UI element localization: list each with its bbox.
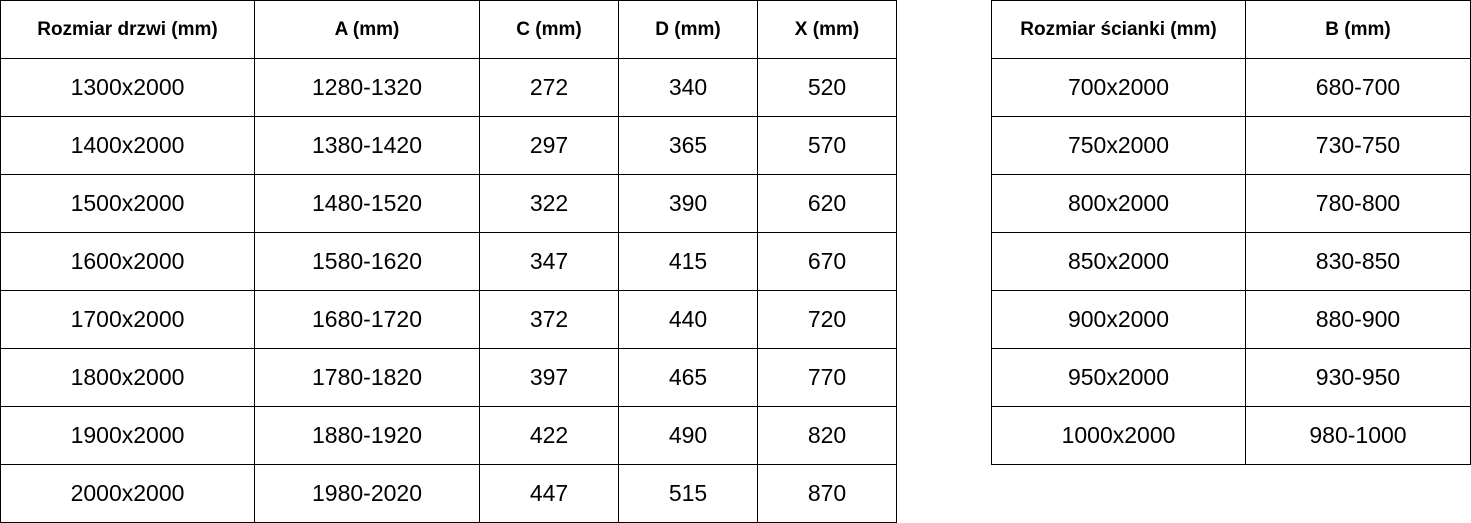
table-cell: 1800x2000 [0, 348, 255, 407]
table-cell: 340 [618, 58, 758, 117]
table-cell: 1480-1520 [254, 174, 480, 233]
table-row: 1800x2000 1780-1820 397 465 770 [0, 348, 897, 407]
table-cell: 2000x2000 [0, 464, 255, 523]
table-cell: 1880-1920 [254, 406, 480, 465]
table-row: 1600x2000 1580-1620 347 415 670 [0, 232, 897, 291]
table-header-row: Rozmiar ścianki (mm) B (mm) [991, 0, 1471, 59]
table-cell: 720 [757, 290, 897, 349]
table-cell: 850x2000 [991, 232, 1246, 291]
table-cell: 950x2000 [991, 348, 1246, 407]
column-header: Rozmiar ścianki (mm) [991, 0, 1246, 59]
table-cell: 780-800 [1245, 174, 1471, 233]
wall-size-table: Rozmiar ścianki (mm) B (mm) 700x2000 680-7… [991, 0, 1471, 465]
table-cell: 490 [618, 406, 758, 465]
table-row: 750x2000 730-750 [991, 116, 1471, 175]
table-cell: 397 [479, 348, 619, 407]
table-cell: 1380-1420 [254, 116, 480, 175]
column-header: B (mm) [1245, 0, 1471, 59]
table-cell: 1600x2000 [0, 232, 255, 291]
table-row: 1500x2000 1480-1520 322 390 620 [0, 174, 897, 233]
table-cell: 1700x2000 [0, 290, 255, 349]
table-cell: 800x2000 [991, 174, 1246, 233]
table-cell: 770 [757, 348, 897, 407]
table-cell: 322 [479, 174, 619, 233]
table-cell: 880-900 [1245, 290, 1471, 349]
table-cell: 440 [618, 290, 758, 349]
table-cell: 730-750 [1245, 116, 1471, 175]
table-cell: 1500x2000 [0, 174, 255, 233]
table-cell: 1280-1320 [254, 58, 480, 117]
table-cell: 520 [757, 58, 897, 117]
table-row: 800x2000 780-800 [991, 174, 1471, 233]
column-header: X (mm) [757, 0, 897, 59]
table-row: 1400x2000 1380-1420 297 365 570 [0, 116, 897, 175]
table-row: 950x2000 930-950 [991, 348, 1471, 407]
table-cell: 297 [479, 116, 619, 175]
table-cell: 900x2000 [991, 290, 1246, 349]
table-cell: 700x2000 [991, 58, 1246, 117]
table-cell: 820 [757, 406, 897, 465]
table-cell: 347 [479, 232, 619, 291]
table-row: 1900x2000 1880-1920 422 490 820 [0, 406, 897, 465]
table-cell: 980-1000 [1245, 406, 1471, 465]
table-cell: 1780-1820 [254, 348, 480, 407]
table-row: 900x2000 880-900 [991, 290, 1471, 349]
column-header: C (mm) [479, 0, 619, 59]
table-row: 1000x2000 980-1000 [991, 406, 1471, 465]
table-cell: 447 [479, 464, 619, 523]
table-cell: 1300x2000 [0, 58, 255, 117]
table-row: 850x2000 830-850 [991, 232, 1471, 291]
column-header: A (mm) [254, 0, 480, 59]
table-cell: 750x2000 [991, 116, 1246, 175]
table-cell: 1980-2020 [254, 464, 480, 523]
table-cell: 515 [618, 464, 758, 523]
table-cell: 1680-1720 [254, 290, 480, 349]
table-cell: 570 [757, 116, 897, 175]
table-cell: 1400x2000 [0, 116, 255, 175]
table-header-row: Rozmiar drzwi (mm) A (mm) C (mm) D (mm) X (m… [0, 0, 897, 59]
table-cell: 465 [618, 348, 758, 407]
table-cell: 930-950 [1245, 348, 1471, 407]
table-row: 1300x2000 1280-1320 272 340 520 [0, 58, 897, 117]
door-size-table: Rozmiar drzwi (mm) A (mm) C (mm) D (mm) X (m… [0, 0, 897, 523]
table-cell: 830-850 [1245, 232, 1471, 291]
table-cell: 680-700 [1245, 58, 1471, 117]
table-cell: 870 [757, 464, 897, 523]
table-row: 700x2000 680-700 [991, 58, 1471, 117]
table-cell: 1900x2000 [0, 406, 255, 465]
table-cell: 1000x2000 [991, 406, 1246, 465]
table-cell: 372 [479, 290, 619, 349]
table-cell: 390 [618, 174, 758, 233]
table-row: 1700x2000 1680-1720 372 440 720 [0, 290, 897, 349]
table-cell: 272 [479, 58, 619, 117]
table-cell: 670 [757, 232, 897, 291]
column-header: Rozmiar drzwi (mm) [0, 0, 255, 59]
table-cell: 620 [757, 174, 897, 233]
table-cell: 422 [479, 406, 619, 465]
table-row: 2000x2000 1980-2020 447 515 870 [0, 464, 897, 523]
table-cell: 1580-1620 [254, 232, 480, 291]
table-cell: 365 [618, 116, 758, 175]
table-cell: 415 [618, 232, 758, 291]
column-header: D (mm) [618, 0, 758, 59]
